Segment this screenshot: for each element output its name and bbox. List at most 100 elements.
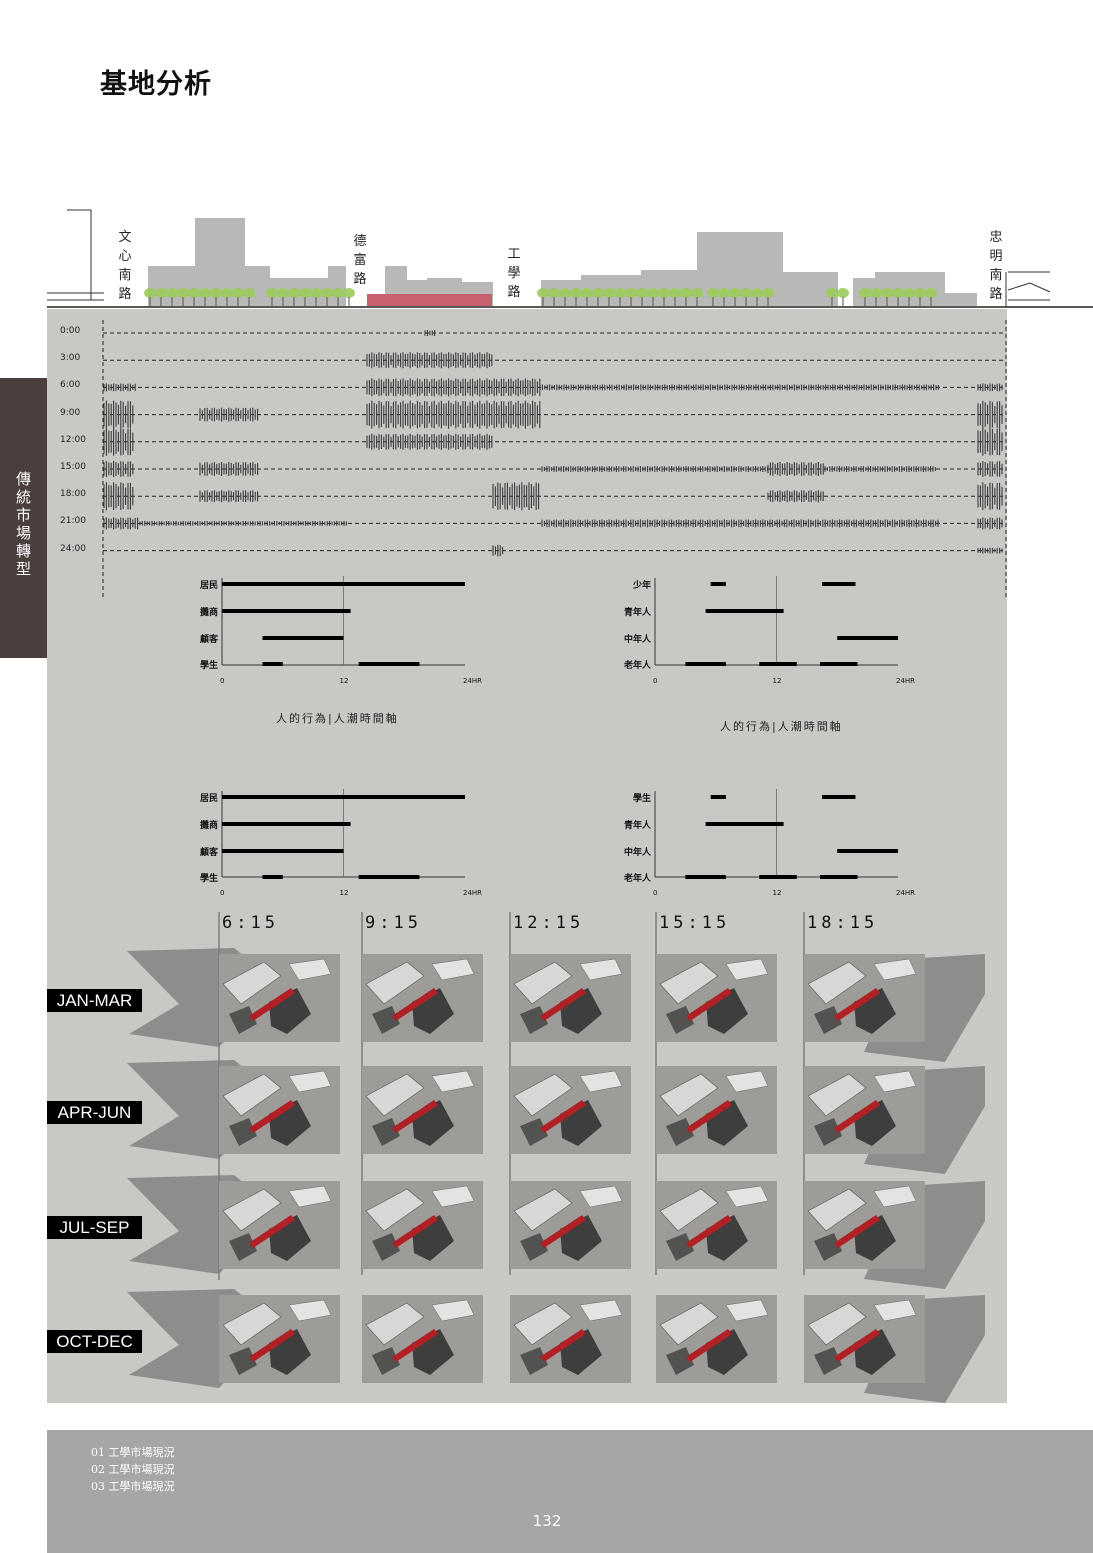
market-site (540, 1329, 586, 1362)
site-building (725, 1185, 769, 1208)
tree (718, 288, 730, 298)
chart-tick-label: 0 (653, 677, 658, 685)
site-building (873, 1185, 917, 1208)
season-label: JAN-MAR (47, 989, 142, 1012)
crowd-waveform (366, 433, 493, 450)
timeline-label: 12:00 (60, 434, 86, 445)
footer-line-2: 02 工學市場現況 (91, 1463, 175, 1476)
side-tab-char: 轉 (15, 542, 31, 560)
tree (243, 288, 255, 298)
tree (903, 288, 915, 298)
site-building (222, 1073, 282, 1117)
chart-category-label: 中年人 (623, 635, 651, 645)
crowd-waveform (199, 462, 259, 476)
behavior-charts (221, 576, 898, 879)
tree (221, 288, 233, 298)
crowd-waveform (541, 519, 939, 528)
site-building (513, 961, 573, 1005)
crowd-waveform (492, 482, 540, 511)
street-label-defu: 德富路 (353, 234, 367, 287)
tree (729, 288, 741, 298)
chart-tick-label: 24HR (896, 677, 916, 685)
crowd-waveform (541, 466, 769, 472)
tree (762, 288, 774, 298)
site-building (365, 961, 425, 1005)
market-site (834, 1329, 880, 1362)
site-building (431, 1185, 475, 1208)
tree (603, 288, 615, 298)
tree (210, 288, 222, 298)
crowd-waveform (977, 400, 1003, 429)
site-building (288, 1185, 332, 1208)
site-building-shadow (372, 1118, 400, 1146)
crowd-waveform (977, 461, 1003, 477)
market-site (249, 988, 295, 1021)
chart-tick-label: 0 (220, 889, 225, 897)
crowd-waveform (103, 427, 134, 456)
tree (740, 288, 752, 298)
site-building-shadow (229, 1347, 257, 1375)
chart-category-label: 學生 (199, 874, 218, 884)
side-tab-char: 型 (15, 560, 31, 578)
site-building-shadow (229, 1118, 257, 1146)
crowd-waveform (767, 490, 824, 503)
tree (177, 288, 189, 298)
tree (537, 288, 549, 298)
market-site (834, 1100, 880, 1133)
section-bracket (67, 209, 92, 300)
site-building-shadow (229, 1006, 257, 1034)
site-building (365, 1073, 425, 1117)
chart-category-label: 居民 (199, 581, 218, 591)
timeline-label: 0:00 (60, 326, 81, 336)
tree (826, 288, 838, 298)
chart-category-label: 攤商 (199, 608, 218, 618)
site-building-shadow (520, 1233, 548, 1261)
market-site (686, 1329, 732, 1362)
crowd-waveform (424, 330, 436, 336)
tree (592, 288, 604, 298)
crowd-waveform (103, 482, 134, 511)
shadow-study (127, 912, 985, 1403)
crowd-waveform (492, 544, 504, 557)
crowd-waveform (977, 547, 1003, 554)
site-building (873, 1070, 917, 1093)
chart-caption: 人的行為|人潮時間軸 (720, 720, 843, 733)
site-building (807, 1073, 867, 1117)
crowd-waveform (977, 517, 1003, 530)
tree (914, 288, 926, 298)
tree (647, 288, 659, 298)
crowd-timeline (102, 320, 1007, 598)
tree (559, 288, 571, 298)
site-building (659, 1073, 719, 1117)
timeline-label: 18:00 (60, 489, 86, 500)
tree (166, 288, 178, 298)
page-title: 基地分析 (100, 69, 212, 100)
street-section (47, 209, 1093, 308)
time-label: 9:15 (365, 913, 422, 933)
crowd-waveform (366, 352, 493, 369)
crowd-waveform (977, 383, 1003, 392)
time-label: 15:15 (659, 913, 731, 933)
market-site (540, 1215, 586, 1248)
site-building (288, 1070, 332, 1093)
crowd-waveform (824, 466, 936, 472)
site-building (725, 1070, 769, 1093)
chart-tick-label: 24HR (463, 889, 483, 897)
chart-category-label: 攤商 (199, 821, 218, 831)
crowd-waveform (199, 490, 259, 503)
site-building (513, 1073, 573, 1117)
tree (625, 288, 637, 298)
market-site (834, 1215, 880, 1248)
tree (751, 288, 763, 298)
market-site (249, 1100, 295, 1133)
footer-line-3: 03 工學市場現況 (91, 1480, 175, 1493)
chart-tick-label: 24HR (463, 677, 483, 685)
chart-category-label: 居民 (199, 794, 218, 804)
site-building (659, 961, 719, 1005)
side-tab-char: 統 (15, 488, 31, 506)
section-building (641, 270, 697, 306)
chart-tick-label: 0 (220, 677, 225, 685)
season-label: OCT-DEC (47, 1330, 142, 1353)
chart-category-label: 學生 (632, 794, 651, 804)
side-tab-char: 場 (15, 524, 31, 542)
